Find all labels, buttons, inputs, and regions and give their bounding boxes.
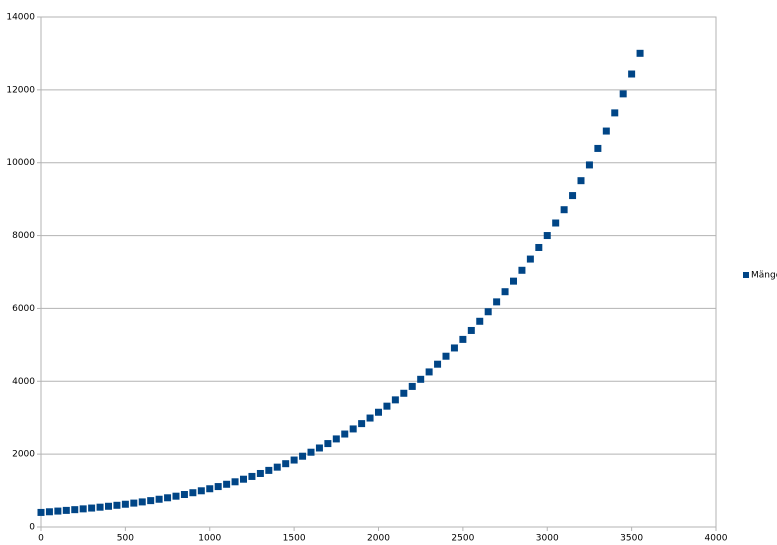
point <box>375 408 382 416</box>
point <box>391 396 399 404</box>
point <box>138 498 146 506</box>
x-tick-label: 3000 <box>536 534 559 544</box>
point <box>619 90 627 98</box>
point <box>315 444 323 452</box>
x-tick-label: 0 <box>38 534 44 544</box>
point <box>307 448 315 456</box>
y-tick-label: 4000 <box>12 377 35 387</box>
point <box>299 452 307 460</box>
point <box>256 469 264 477</box>
point <box>636 49 644 57</box>
point <box>290 456 298 464</box>
point <box>96 503 104 511</box>
point <box>71 506 79 514</box>
point <box>535 243 543 251</box>
point <box>113 501 121 509</box>
point <box>189 489 197 497</box>
point <box>484 308 492 316</box>
point <box>552 219 560 227</box>
point <box>459 335 467 343</box>
point <box>147 497 155 505</box>
y-tick-label: 2000 <box>12 450 35 460</box>
point <box>273 463 281 471</box>
point <box>265 466 273 474</box>
point <box>164 494 172 502</box>
point <box>569 192 577 200</box>
point <box>45 508 53 516</box>
y-tick-label: 14000 <box>6 13 35 23</box>
point <box>594 144 602 152</box>
point <box>450 344 458 352</box>
point <box>400 389 408 397</box>
x-tick-label: 1500 <box>283 534 306 544</box>
y-tick-label: 6000 <box>12 304 35 314</box>
x-tick-label: 2000 <box>367 534 390 544</box>
y-tick-label: 0 <box>29 523 35 533</box>
point <box>248 472 256 480</box>
x-tick-label: 1000 <box>198 534 221 544</box>
point <box>467 326 475 334</box>
point <box>341 430 349 438</box>
point <box>417 375 425 383</box>
y-tick-label: 12000 <box>6 85 35 95</box>
point <box>476 317 484 325</box>
point <box>197 487 205 495</box>
point <box>383 402 391 410</box>
point <box>62 506 70 514</box>
point <box>577 177 585 185</box>
point <box>493 298 501 306</box>
point <box>349 425 357 433</box>
point <box>282 460 290 468</box>
point <box>543 232 551 240</box>
point <box>585 161 593 169</box>
point <box>560 206 568 214</box>
point <box>180 491 188 499</box>
point <box>79 505 87 513</box>
point <box>526 255 534 263</box>
legend-marker <box>743 272 749 278</box>
point <box>518 266 526 274</box>
point <box>366 414 374 422</box>
point <box>105 502 112 510</box>
point <box>434 360 442 368</box>
point <box>425 368 433 376</box>
point <box>88 504 96 512</box>
point <box>324 440 332 448</box>
point <box>510 277 517 285</box>
x-tick-label: 500 <box>117 534 134 544</box>
x-tick-label: 4000 <box>705 534 728 544</box>
point <box>602 127 610 135</box>
point <box>408 382 416 390</box>
point <box>231 478 239 486</box>
point <box>214 483 222 491</box>
point <box>206 485 214 493</box>
point <box>628 70 636 78</box>
point <box>240 475 247 483</box>
x-tick-label: 2500 <box>451 534 474 544</box>
point <box>611 109 619 117</box>
point <box>155 495 163 503</box>
point <box>358 420 366 428</box>
point <box>37 508 45 516</box>
point <box>121 500 129 508</box>
point <box>223 480 231 488</box>
y-tick-label: 8000 <box>12 231 35 241</box>
y-tick-label: 10000 <box>6 158 35 168</box>
plot-border <box>40 16 717 528</box>
x-tick-label: 3500 <box>620 534 643 544</box>
point <box>172 492 180 500</box>
legend-label: Mängd <box>751 271 777 281</box>
point <box>54 507 62 515</box>
point <box>130 499 138 507</box>
point <box>501 288 509 296</box>
point <box>442 352 450 360</box>
point <box>332 435 340 443</box>
